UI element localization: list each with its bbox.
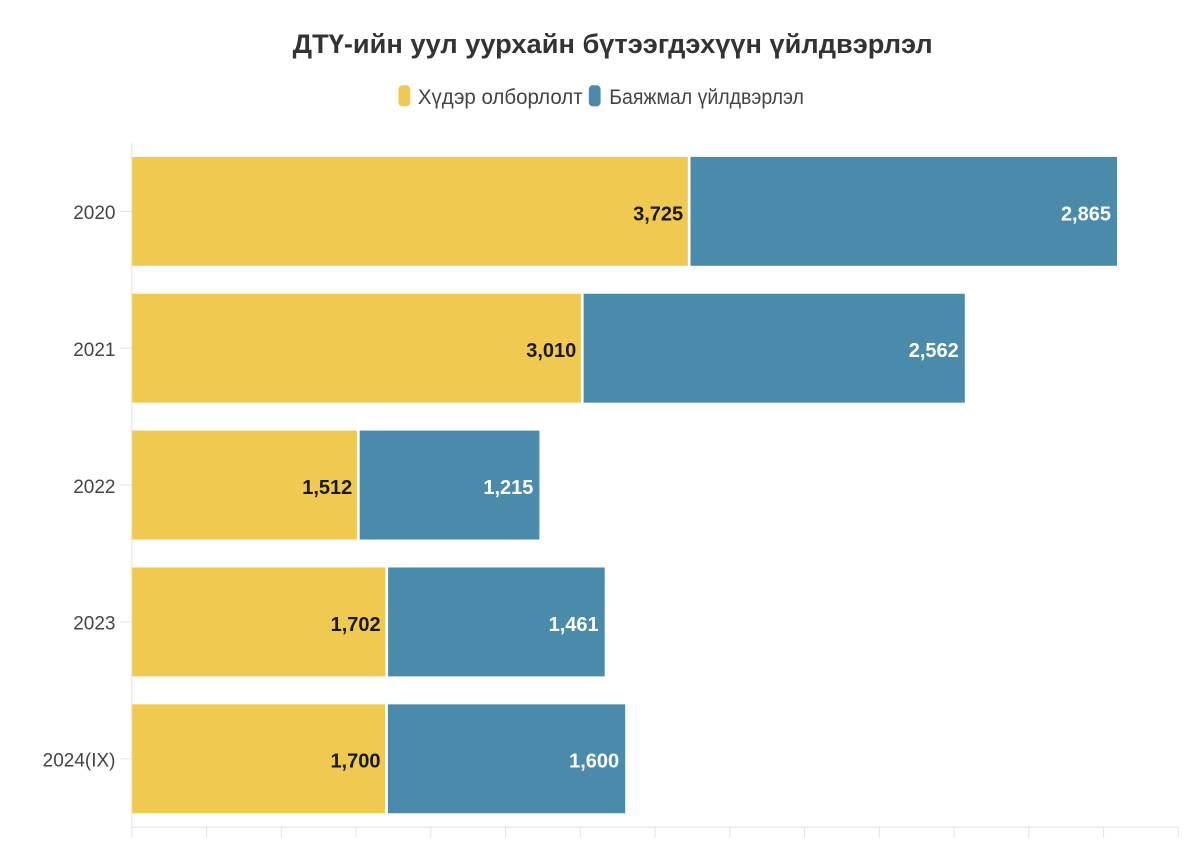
svg-text:2022: 2022 — [73, 477, 115, 498]
svg-text:ДТҮ-ийн уул уурхайн бүтээгдэхү: ДТҮ-ийн уул уурхайн бүтээгдэхүүн үйлдвэр… — [293, 29, 933, 59]
svg-text:1,215: 1,215 — [483, 477, 533, 499]
svg-text:2021: 2021 — [73, 340, 115, 361]
svg-text:3,725: 3,725 — [633, 203, 683, 225]
svg-text:2024(IX): 2024(IX) — [43, 751, 116, 772]
svg-text:2020: 2020 — [73, 203, 115, 224]
svg-text:3,010: 3,010 — [526, 340, 576, 362]
svg-text:1,461: 1,461 — [549, 614, 599, 636]
svg-text:1,600: 1,600 — [569, 751, 619, 773]
svg-text:1,700: 1,700 — [330, 751, 380, 773]
svg-text:2,562: 2,562 — [909, 340, 959, 362]
svg-text:1,702: 1,702 — [331, 614, 381, 636]
svg-text:1,512: 1,512 — [302, 477, 352, 499]
svg-text:Хүдэр олборлолт: Хүдэр олборлолт — [418, 86, 583, 109]
svg-text:Баяжмал үйлдвэрлэл: Баяжмал үйлдвэрлэл — [609, 86, 804, 109]
svg-text:2,865: 2,865 — [1061, 203, 1111, 225]
svg-text:2023: 2023 — [73, 614, 115, 635]
